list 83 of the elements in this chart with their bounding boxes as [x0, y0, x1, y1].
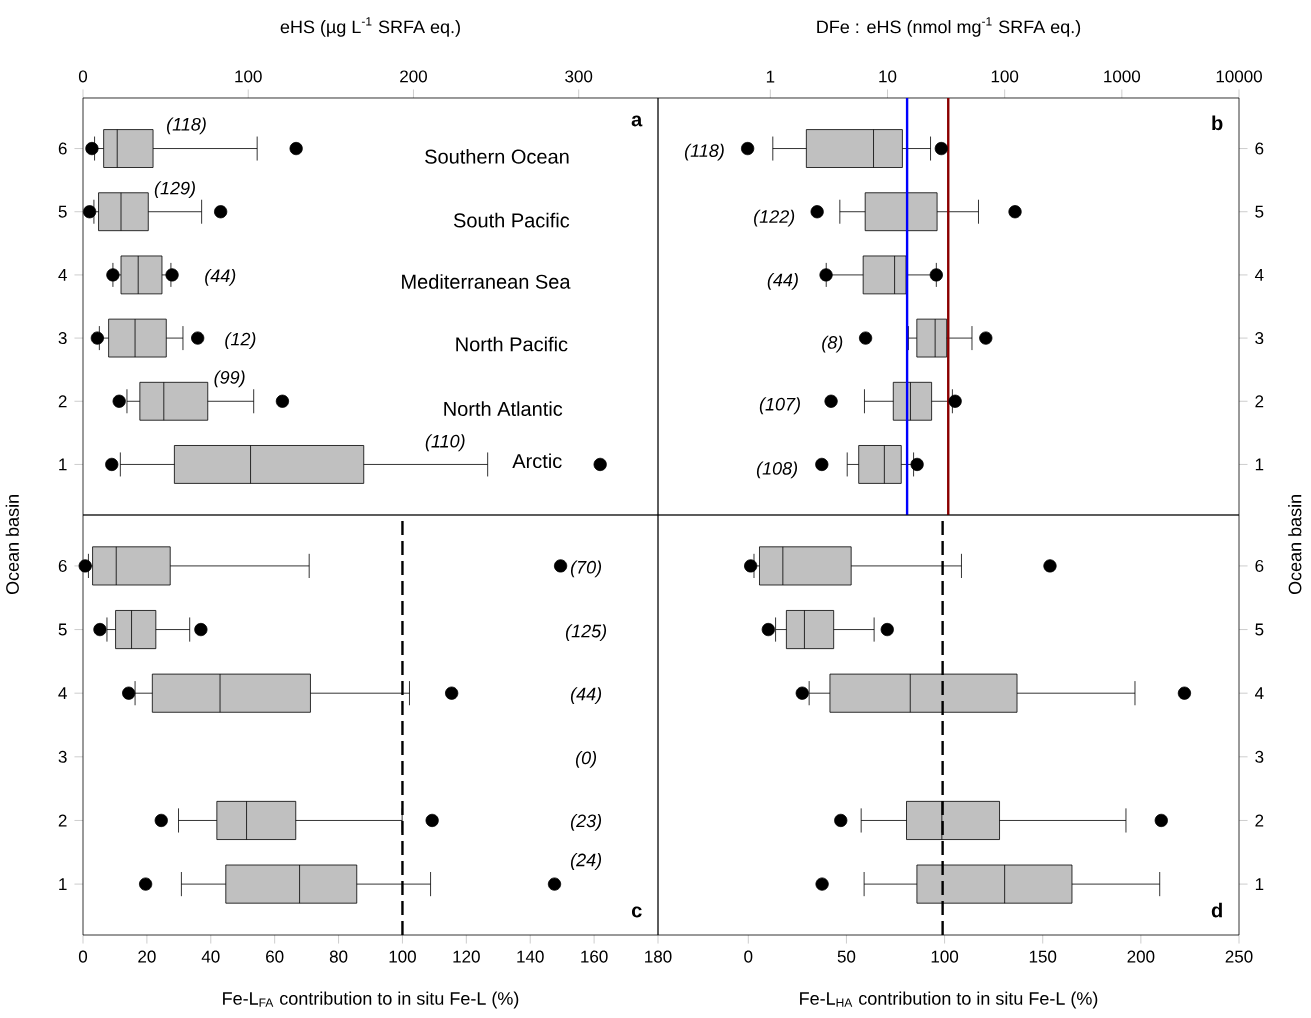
annotation: (108) [756, 461, 798, 479]
annotation: (118) [684, 143, 724, 161]
x-tick-label: 0 [78, 950, 88, 963]
x-axis-title: eHS (µg L$^{-1}$ SRFA eq.) [280, 17, 460, 37]
y-tick-label: 3 [58, 750, 67, 763]
y-tick-label: 5 [1255, 205, 1264, 218]
annotation: South Pacific [453, 212, 570, 228]
annotation: North Atlantic [444, 401, 563, 416]
y-tick-label: 6 [58, 142, 67, 155]
y-tick-label: 4 [1254, 687, 1264, 700]
y-tick-label: 1 [1255, 878, 1264, 890]
annotation: b [1212, 115, 1223, 131]
x-tick-label: 200 [1127, 950, 1155, 963]
x-tick-label: 10 [879, 70, 897, 83]
x-tick-label: 40 [201, 950, 220, 963]
y-tick-label: 4 [1254, 269, 1264, 281]
y-tick-label: 3 [1255, 750, 1264, 763]
x-axis-title: Fe-L$_{HA}$ contribution to in situ Fe-L (%) [800, 991, 1098, 1009]
x-axis-title: Fe-L$_{FA}$ contribution to in situ Fe-L (%) [223, 991, 519, 1009]
x-tick-label: 100 [991, 70, 1019, 83]
annotation: Arctic [512, 453, 562, 469]
y-tick-label: 5 [58, 623, 67, 636]
x-tick-label: 100 [389, 950, 416, 963]
y-tick-label: 1 [1255, 458, 1264, 471]
annotation: (8) [822, 335, 843, 353]
annotation: (99) [214, 370, 245, 388]
x-tick-label: 180 [645, 950, 672, 963]
x-axis-title: DFe : eHS (nmol mg$^{-1}$ SRFA eq.) [817, 17, 1081, 37]
x-tick-label: 0 [744, 950, 753, 963]
y-tick-label: 2 [58, 814, 67, 827]
annotation: (44) [205, 268, 236, 286]
y-tick-label: 6 [1255, 142, 1264, 155]
x-tick-label: 160 [581, 950, 608, 963]
annotation: (12) [225, 332, 256, 350]
x-tick-label: 300 [565, 70, 593, 83]
annotation: (122) [754, 209, 795, 227]
y-tick-label: 3 [58, 332, 67, 345]
y-tick-label: 2 [1255, 395, 1264, 408]
y-tick-label: 1 [59, 878, 67, 890]
x-tick-label: 100 [235, 70, 262, 83]
annotation: (0) [575, 751, 597, 768]
annotation: (107) [759, 397, 800, 415]
annotation: (118) [167, 117, 206, 135]
x-tick-label: 140 [517, 950, 544, 963]
y-tick-label: 6 [1255, 559, 1264, 572]
x-tick-label: 200 [400, 70, 427, 83]
y-tick-label: 2 [58, 395, 67, 408]
x-tick-label: 10000 [1216, 70, 1262, 83]
annotation: (125) [565, 624, 607, 641]
annotation: (70) [570, 560, 602, 578]
annotation: (23) [570, 814, 602, 831]
y-tick-label: 4 [58, 269, 67, 281]
x-tick-label: 60 [266, 950, 284, 963]
y-tick-label: 3 [1255, 332, 1264, 345]
y-tick-label: 2 [1255, 814, 1264, 827]
y-tick-label: 4 [58, 687, 67, 700]
x-tick-label: 80 [329, 950, 348, 963]
annotation: d [1211, 902, 1222, 918]
x-tick-label: 20 [138, 950, 156, 963]
annotation: a [631, 115, 643, 127]
annotation: Mediterranean Sea [402, 274, 571, 289]
y-tick-label: 6 [58, 559, 67, 572]
x-tick-label: 0 [78, 70, 88, 83]
x-tick-label: 50 [837, 950, 856, 963]
y-axis-title: Ocean basin [1288, 495, 1302, 595]
y-tick-label: 5 [58, 205, 67, 218]
annotation: (44) [767, 273, 798, 290]
annotation: c [631, 906, 642, 918]
y-tick-label: 5 [1255, 623, 1264, 636]
x-tick-label: 150 [1029, 950, 1057, 963]
x-tick-label: 120 [453, 950, 480, 963]
y-axis-title: Ocean basin [5, 495, 19, 595]
y-tick-label: 1 [59, 458, 67, 471]
annotation: North Pacific [456, 336, 568, 352]
annotation: (44) [570, 687, 602, 704]
annotation: (110) [425, 434, 465, 452]
annotation: (24) [570, 853, 602, 870]
annotation: Southern Ocean [425, 149, 569, 164]
x-tick-label: 100 [931, 950, 959, 963]
x-tick-label: 1000 [1104, 70, 1141, 83]
annotation: (129) [154, 181, 195, 199]
x-tick-label: 1 [766, 70, 775, 83]
x-tick-label: 250 [1225, 950, 1253, 963]
